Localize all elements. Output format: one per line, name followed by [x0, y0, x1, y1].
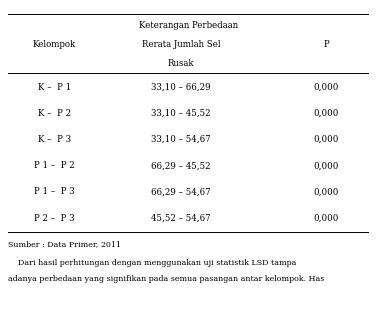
Text: K –  P 1: K – P 1: [38, 83, 71, 92]
Text: 45,52 – 54,67: 45,52 – 54,67: [152, 214, 211, 223]
Text: 33,10 – 66,29: 33,10 – 66,29: [152, 83, 211, 92]
Text: 0,000: 0,000: [313, 188, 339, 197]
Text: P 2 –  P 3: P 2 – P 3: [34, 214, 75, 223]
Text: Keterangan Perbedaan: Keterangan Perbedaan: [139, 21, 238, 30]
Text: 33,10 – 54,67: 33,10 – 54,67: [152, 135, 211, 144]
Text: 0,000: 0,000: [313, 83, 339, 92]
Text: Rerata Jumlah Sel: Rerata Jumlah Sel: [142, 40, 221, 49]
Text: 0,000: 0,000: [313, 214, 339, 223]
Text: P 1 –  P 2: P 1 – P 2: [34, 161, 75, 170]
Text: Dari hasil perhitungan dengan menggunakan uji statistik LSD tampa: Dari hasil perhitungan dengan menggunaka…: [8, 259, 296, 267]
Text: 0,000: 0,000: [313, 109, 339, 118]
Text: 66,29 – 54,67: 66,29 – 54,67: [152, 188, 211, 197]
Text: Kelompok: Kelompok: [33, 40, 76, 49]
Text: Rusak: Rusak: [168, 59, 195, 68]
Text: P: P: [323, 40, 329, 49]
Text: K –  P 2: K – P 2: [38, 109, 71, 118]
Text: 0,000: 0,000: [313, 135, 339, 144]
Text: P 1 –  P 3: P 1 – P 3: [34, 188, 75, 197]
Text: Sumber : Data Primer, 2011: Sumber : Data Primer, 2011: [8, 240, 121, 248]
Text: 33,10 – 45,52: 33,10 – 45,52: [152, 109, 211, 118]
Text: 0,000: 0,000: [313, 161, 339, 170]
Text: adanya perbedaan yang signifikan pada semua pasangan antar kelompok. Has: adanya perbedaan yang signifikan pada se…: [8, 274, 324, 282]
Text: K –  P 3: K – P 3: [38, 135, 71, 144]
Text: 66,29 – 45,52: 66,29 – 45,52: [152, 161, 211, 170]
